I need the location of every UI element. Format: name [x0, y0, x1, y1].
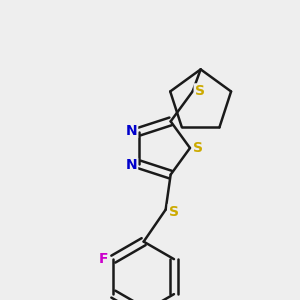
Text: F: F [99, 252, 108, 266]
Text: N: N [125, 124, 137, 137]
Text: S: S [193, 141, 203, 155]
Text: S: S [195, 84, 205, 98]
Text: S: S [169, 205, 179, 219]
Text: N: N [125, 158, 137, 172]
